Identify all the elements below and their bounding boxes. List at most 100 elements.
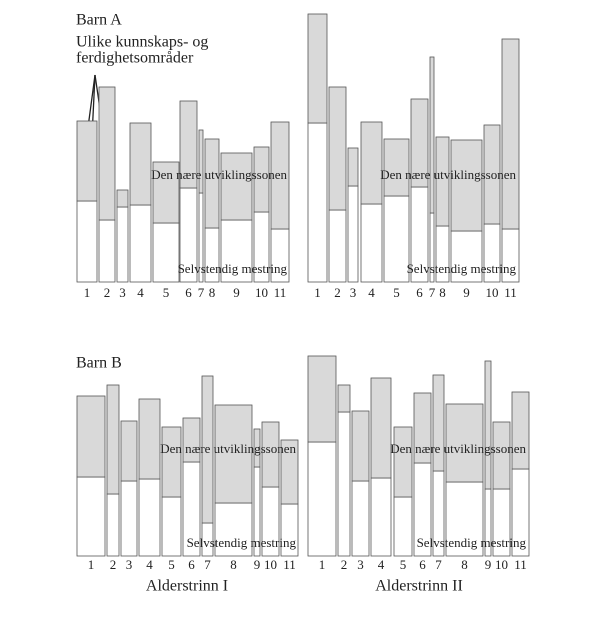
bar-segment — [370, 377, 392, 479]
x-tick-label: 11 — [274, 285, 287, 300]
panel-title: Barn B — [76, 355, 122, 372]
bar-segment — [182, 417, 201, 463]
bar-segment — [106, 384, 120, 495]
x-tick-label: 7 — [429, 285, 436, 300]
x-tick-label: 10 — [264, 557, 277, 572]
x-tick-label: 10 — [486, 285, 499, 300]
zone-label: Den nære utviklingssonen — [380, 167, 516, 182]
x-tick-label: 3 — [119, 285, 126, 300]
bar-segment — [351, 480, 370, 557]
zone-label: Selvstendig mestring — [187, 535, 297, 550]
x-tick-label: 11 — [504, 285, 517, 300]
bar-segment — [360, 203, 383, 283]
bar-segment — [129, 204, 152, 283]
bar-segment — [179, 100, 198, 189]
x-axis-label: Alderstrinn II — [375, 578, 463, 595]
bar-segment — [337, 411, 351, 557]
bar-segment — [98, 86, 116, 221]
bar-segment — [307, 13, 328, 124]
bar-segment — [161, 426, 182, 498]
x-tick-label: 4 — [368, 285, 375, 300]
x-tick-label: 1 — [319, 557, 326, 572]
x-tick-label: 4 — [146, 557, 153, 572]
panel-title: Barn A — [76, 12, 122, 29]
bar-segment — [261, 421, 280, 488]
bar-segment — [307, 441, 337, 557]
x-tick-label: 10 — [255, 285, 268, 300]
bar-segment — [76, 120, 98, 202]
bar-segment — [280, 439, 299, 505]
bar-segment — [116, 206, 129, 283]
bar-segment — [106, 493, 120, 557]
bar-segment — [220, 152, 253, 221]
bar-segment — [383, 138, 410, 197]
bar-segment — [337, 384, 351, 413]
x-tick-label: 9 — [485, 557, 492, 572]
x-tick-label: 3 — [350, 285, 357, 300]
x-tick-label: 8 — [439, 285, 446, 300]
x-tick-label: 8 — [209, 285, 216, 300]
bar-segment — [393, 496, 413, 557]
x-tick-label: 5 — [400, 557, 407, 572]
bar-segment — [76, 476, 106, 557]
x-tick-label: 6 — [419, 557, 426, 572]
x-tick-label: 8 — [230, 557, 237, 572]
bar-segment — [445, 481, 484, 557]
x-tick-label: 11 — [283, 557, 296, 572]
bar-segment — [198, 129, 204, 194]
bar-segment — [511, 391, 530, 470]
x-tick-label: 2 — [341, 557, 348, 572]
x-tick-label: 9 — [233, 285, 240, 300]
x-tick-label: 3 — [357, 557, 364, 572]
bar-segment — [450, 139, 483, 232]
zone-label: Den nære utviklingssonen — [390, 441, 526, 456]
x-tick-label: 1 — [84, 285, 91, 300]
annotation: Ulike kunnskaps- og — [76, 34, 208, 51]
x-tick-label: 7 — [198, 285, 205, 300]
bar-segment — [483, 124, 501, 225]
x-tick-label: 10 — [495, 557, 508, 572]
bar-segment — [383, 195, 410, 283]
x-tick-label: 5 — [168, 557, 175, 572]
x-tick-label: 9 — [463, 285, 470, 300]
x-tick-label: 5 — [393, 285, 400, 300]
bar-segment — [432, 374, 445, 472]
bar-segment — [76, 395, 106, 478]
bar-segment — [201, 375, 214, 524]
bar-segment — [138, 478, 161, 557]
bar-segment — [214, 502, 253, 557]
bar-segment — [429, 56, 435, 214]
bar-segment — [307, 122, 328, 283]
bar-segment — [393, 426, 413, 498]
x-tick-label: 6 — [185, 285, 192, 300]
bar-segment — [214, 404, 253, 504]
bar-segment — [152, 222, 180, 283]
bar-segment — [270, 121, 290, 230]
zone-label: Selvstendig mestring — [178, 261, 288, 276]
zone-label: Selvstendig mestring — [407, 261, 517, 276]
x-axis-label: Alderstrinn I — [146, 578, 228, 595]
bar-segment — [492, 421, 511, 490]
bar-segment — [351, 410, 370, 482]
bar-segment — [253, 146, 270, 213]
bar-segment — [501, 38, 520, 230]
bar-segment — [445, 403, 484, 483]
bar-segment — [413, 392, 432, 464]
bar-segment — [204, 138, 220, 229]
zone-label: Selvstendig mestring — [417, 535, 527, 550]
bar-segment — [410, 98, 429, 188]
bar-segment — [76, 200, 98, 283]
bar-segment — [484, 360, 492, 490]
bar-segment — [347, 147, 359, 187]
x-tick-label: 6 — [188, 557, 195, 572]
bar-segment — [116, 189, 129, 208]
x-tick-label: 11 — [514, 557, 527, 572]
bar-segment — [328, 86, 347, 211]
x-tick-label: 5 — [163, 285, 170, 300]
bar-segment — [328, 209, 347, 283]
bar-segment — [120, 480, 138, 557]
x-tick-label: 6 — [416, 285, 423, 300]
x-tick-label: 2 — [104, 285, 111, 300]
x-tick-label: 7 — [204, 557, 211, 572]
